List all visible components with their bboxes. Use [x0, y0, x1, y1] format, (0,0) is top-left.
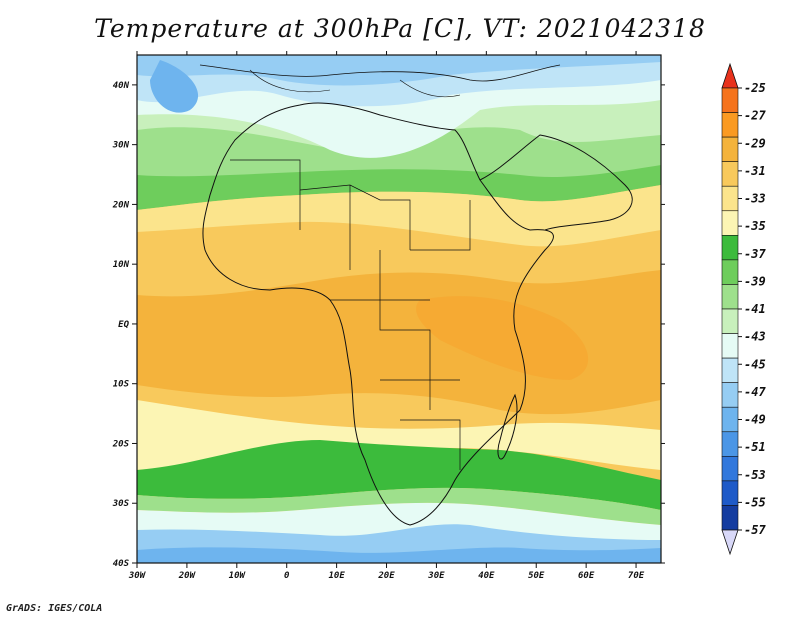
colorbar-swatch [721, 259, 739, 285]
colorbar-label: -31 [744, 164, 766, 178]
lat-tick-label: 40S [113, 559, 130, 569]
lat-tick-label: 20S [112, 439, 130, 449]
colorbar-swatch [721, 161, 739, 187]
colorbar-label: -49 [744, 413, 766, 427]
colorbar-label: -57 [744, 523, 766, 537]
lat-tick-label: EQ [118, 320, 129, 330]
colorbar-label: -27 [744, 109, 766, 123]
lon-tick-label: 20W [178, 571, 197, 581]
colorbar-label: -25 [744, 81, 766, 95]
axis-ticks: 30W 20W 10W 0 10E 20E 30E 40E 50E 60E 70E 40N 30N 20N… [112, 51, 665, 581]
colorbar-swatch [721, 456, 739, 482]
colorbar-label: -41 [744, 302, 766, 316]
lon-tick-label: 30E [427, 571, 445, 581]
lon-tick-label: 60E [578, 571, 595, 581]
colorbar-swatch [721, 185, 739, 212]
colorbar-swatch [721, 382, 739, 408]
colorbar-label: -45 [744, 357, 766, 371]
lon-tick-label: 10E [328, 571, 345, 581]
colorbar-swatch [721, 505, 739, 531]
lon-tick-label: 20E [377, 571, 395, 581]
colorbar-swatch [721, 235, 739, 261]
colorbar-swatch [721, 308, 739, 334]
map-title: Temperature at 300hPa [C], VT: 202104231… [94, 14, 706, 43]
lat-tick-label: 10N [113, 260, 130, 270]
lat-tick-label: 30S [112, 499, 130, 509]
colorbar-label: -33 [744, 192, 766, 206]
colorbar-swatch [721, 284, 739, 310]
colorbar-swatch [721, 431, 739, 457]
lon-tick-label: 40E [478, 571, 495, 581]
colorbar-label: -53 [744, 468, 766, 482]
lat-tick-label: 10S [113, 380, 130, 390]
lon-tick-label: 50E [528, 571, 545, 581]
grads-credit: GrADS: IGES/COLA [6, 603, 103, 614]
colorbar-bottom-arrow [721, 529, 739, 556]
colorbar-swatch [721, 112, 739, 138]
lon-tick-label: 10W [229, 571, 247, 581]
colorbar-label: -37 [744, 247, 766, 261]
colorbar-label: -51 [744, 440, 766, 454]
lat-tick-label: 20N [112, 200, 130, 210]
colorbar-swatch [721, 136, 739, 162]
colorbar-label: -35 [744, 219, 766, 233]
temperature-field [137, 55, 661, 563]
colorbar-label: -29 [744, 136, 766, 150]
colorbar-label: -39 [744, 274, 766, 288]
colorbar-swatch [721, 87, 739, 113]
colorbar-swatch [721, 406, 739, 433]
map-frame [136, 54, 662, 564]
colorbar-label: -55 [744, 495, 766, 509]
lat-tick-label: 30N [112, 141, 130, 151]
colorbar-swatch [721, 480, 739, 506]
lat-tick-label: 40N [113, 81, 130, 91]
colorbar-label: -47 [744, 385, 766, 399]
lon-tick-label: 70E [628, 571, 645, 581]
colorbar-swatch [721, 210, 739, 236]
colorbar: -25 -27 -29 -31 -33 -35 -37 -39 -41 -43 -45 -47 -49 -… [721, 62, 766, 556]
colorbar-swatch [721, 357, 739, 383]
colorbar-top-arrow [721, 62, 739, 89]
lon-tick-label: 0 [284, 571, 290, 581]
colorbar-label: -43 [744, 330, 766, 344]
colorbar-swatch [721, 333, 739, 359]
lon-tick-label: 30W [128, 571, 147, 581]
